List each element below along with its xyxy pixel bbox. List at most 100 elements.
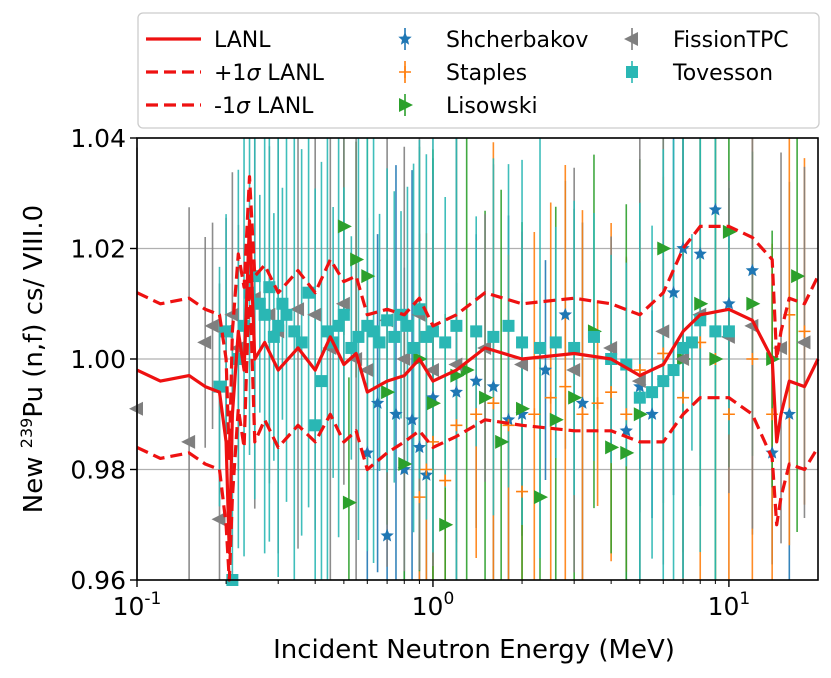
legend-entry: Tovesson <box>626 61 773 86</box>
staples-point <box>576 408 589 421</box>
tovesson-point <box>272 319 285 332</box>
fissiontpc-point <box>396 352 411 366</box>
tovesson-point <box>633 391 646 404</box>
lisowski-point <box>534 490 549 505</box>
x-tick-label: 10-1 <box>113 589 162 621</box>
lisowski-point <box>342 495 357 510</box>
staples-point <box>620 408 633 421</box>
shcherbakov-point <box>666 285 681 299</box>
tovesson-point <box>516 336 529 349</box>
shcherbakov-point <box>765 445 779 459</box>
shcherbakov-point <box>389 407 403 420</box>
tovesson-point <box>388 330 401 343</box>
1-lanl-line <box>136 175 820 460</box>
shcherbakov-point <box>412 440 427 454</box>
staples-point <box>420 463 433 476</box>
staples-point <box>722 408 735 421</box>
lisowski-point <box>746 296 761 311</box>
shcherbakov-point <box>538 363 553 376</box>
fissiontpc-point <box>514 357 529 372</box>
legend-label-text: +1 <box>214 61 246 86</box>
staples-point <box>605 386 618 399</box>
y-tick-label: 0.96 <box>70 566 126 595</box>
legend-entry: -1σ LANL <box>146 94 314 119</box>
shcherbakov-point <box>619 423 633 437</box>
shcherbakov-point <box>645 407 659 420</box>
tovesson-point <box>685 336 698 349</box>
legend-label-sigma: σ <box>236 94 251 119</box>
staples-point <box>544 391 557 404</box>
tovesson-point <box>295 336 308 349</box>
x-tick-label: 100 <box>412 589 455 621</box>
legend-label-text: Staples <box>446 61 527 86</box>
y-tick-label: 0.98 <box>70 456 126 485</box>
fissiontpc-point <box>603 340 618 355</box>
tovesson-point <box>487 330 500 343</box>
lisowski-point <box>381 385 396 400</box>
legend-entry: Lisowski <box>399 94 538 119</box>
legend-label-text: LANL <box>214 28 271 53</box>
fissiontpc-point <box>181 434 196 449</box>
staples-point <box>528 408 541 421</box>
lisowski-point <box>398 456 413 471</box>
legend-label-text: -1 <box>214 94 236 119</box>
fissiontpc-point <box>129 401 143 416</box>
tovesson-point <box>321 325 334 338</box>
tovesson-point <box>568 341 581 354</box>
shcherbakov-point <box>575 396 590 409</box>
tovesson-point <box>248 270 261 283</box>
tovesson-point <box>470 325 483 338</box>
legend-entry: Shcherbakov <box>398 28 588 53</box>
x-tick-base: 10 <box>708 592 740 621</box>
staples-point <box>487 397 500 410</box>
legend-label-text: FissionTPC <box>673 28 789 53</box>
shcherbakov-point <box>405 412 419 426</box>
staples-point <box>677 391 690 404</box>
fissiontpc-point <box>197 335 212 350</box>
legend-entry: LANL <box>146 28 271 53</box>
tovesson-point <box>646 386 659 399</box>
shcherbakov-point <box>693 247 707 260</box>
legend-label: Tovesson <box>672 61 773 86</box>
legend-label-suffix: LANL <box>250 94 314 119</box>
legend-label-suffix: LANL <box>260 61 324 86</box>
staples-point <box>439 474 452 487</box>
shcherbakov-point <box>370 396 385 409</box>
x-tick-base: 10 <box>113 592 145 621</box>
y-tick-label: 1.02 <box>70 235 126 264</box>
fissiontpc-point <box>307 307 322 322</box>
x-tick-exponent: -1 <box>144 589 161 609</box>
staples-point <box>657 347 670 360</box>
legend-label-text: Lisowski <box>446 94 538 119</box>
tovesson-point <box>352 330 365 343</box>
x-tick-exponent: 0 <box>443 589 454 609</box>
fissiontpc-point <box>290 302 305 317</box>
lisowski-point <box>479 390 494 405</box>
staples-point <box>591 397 604 410</box>
legend-label: Staples <box>446 61 527 86</box>
fissiontpc-point <box>631 374 646 389</box>
tovesson-point <box>263 281 276 294</box>
fissiontpc-point <box>675 352 690 366</box>
legend-label: LANL <box>214 28 271 53</box>
x-tick-base: 10 <box>412 592 444 621</box>
lisowski-point <box>633 407 648 422</box>
lisowski-point <box>337 219 352 234</box>
tovesson-point <box>253 297 266 310</box>
staples-point <box>559 380 572 393</box>
legend-marker-swatch <box>398 32 412 45</box>
lisowski-point <box>657 241 672 256</box>
lisowski-point <box>361 269 376 284</box>
fissiontpc-point <box>335 296 350 311</box>
shcherbakov-point <box>486 379 500 393</box>
fissiontpc-point <box>359 363 374 378</box>
shcherbakov-point <box>380 528 394 542</box>
tovesson-point <box>667 364 680 377</box>
fissiontpc-point <box>211 512 226 527</box>
staples-point <box>746 353 759 365</box>
y-axis-label: New 239Pu (n,f) cs/ VIII.0 <box>17 205 49 513</box>
tovesson-point <box>439 336 452 349</box>
tovesson-point <box>549 336 562 349</box>
